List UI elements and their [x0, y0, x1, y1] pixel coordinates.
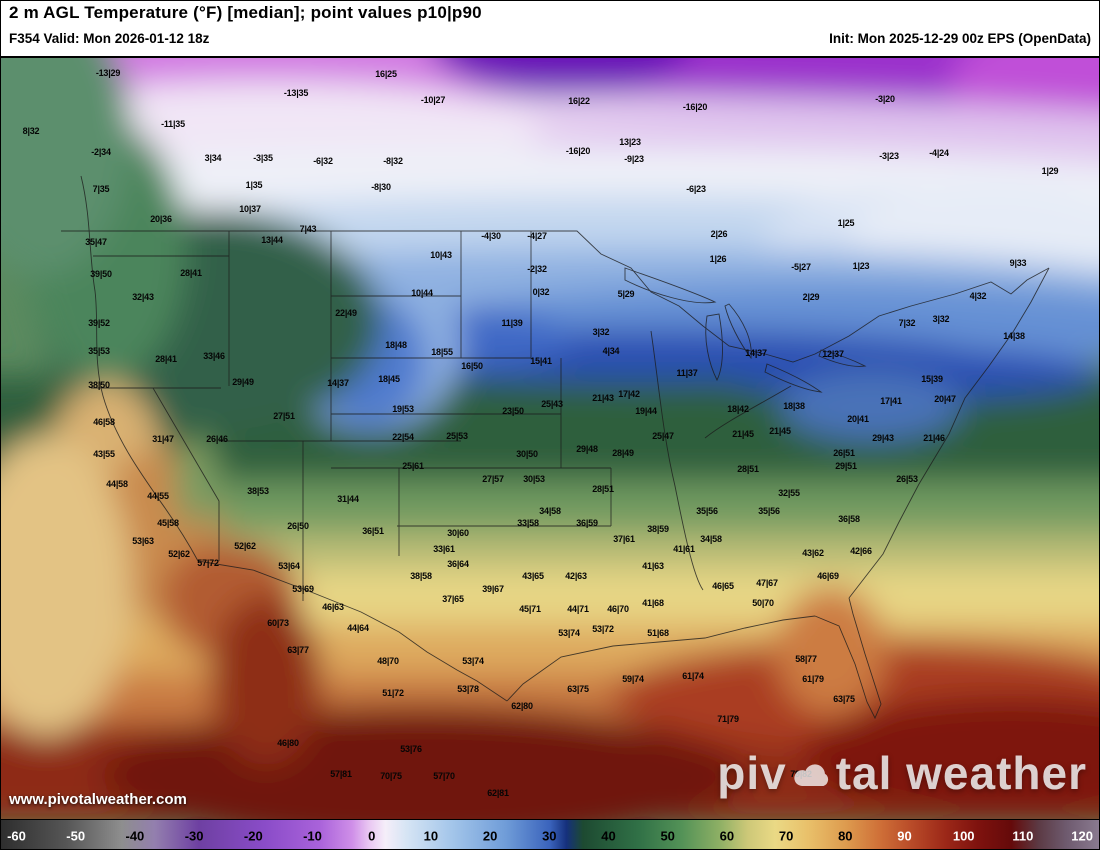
colorbar-tick: 90 [897, 828, 912, 844]
colorbar-tick: -60 [7, 828, 26, 844]
colorbar-tick: 120 [1071, 828, 1093, 844]
colorbar-tick: 100 [952, 828, 975, 844]
pivotalweather-logo: piv tal weather [717, 746, 1087, 800]
temperature-field [1, 56, 1099, 819]
colorbar-tick: 70 [778, 828, 794, 844]
colorbar-tick: 30 [542, 828, 557, 844]
init-time-label: Init: Mon 2025-12-29 00z EPS (OpenData) [829, 31, 1091, 46]
colorbar-tick: 60 [719, 828, 735, 844]
colorbar-tick: 20 [482, 828, 498, 844]
cloud-icon [794, 764, 828, 786]
watermark-url: www.pivotalweather.com [9, 791, 187, 808]
colorbar-tick: -20 [243, 828, 263, 844]
colorbar-tick: 10 [423, 828, 439, 844]
map-canvas[interactable] [1, 56, 1099, 819]
colorbar-tick: -40 [125, 828, 145, 844]
header-subrow: F354 Valid: Mon 2026-01-12 18z Init: Mon… [9, 31, 1091, 46]
colorbar-tick: 0 [368, 828, 376, 844]
temperature-shading [1, 56, 1099, 819]
colorbar-tick: -10 [303, 828, 322, 844]
brand-text-left: piv [717, 747, 787, 799]
brand-text-right: tal weather [835, 747, 1087, 799]
colorbar-tick: -30 [184, 828, 204, 844]
colorbar-tick: 80 [838, 828, 853, 844]
colorbar-tick: 40 [601, 828, 616, 844]
colorbar-tick: -50 [66, 828, 86, 844]
valid-time-label: F354 Valid: Mon 2026-01-12 18z [9, 31, 210, 46]
map-title: 2 m AGL Temperature (°F) [median]; point… [9, 3, 482, 22]
header: 2 m AGL Temperature (°F) [median]; point… [1, 1, 1099, 58]
colorbar-tick: 50 [660, 828, 675, 844]
geography-borders [61, 175, 1050, 720]
colorbar: -60 -50 -40 -30 -20 -10 0 10 20 30 40 50 60 70 80 90 100… [1, 819, 1099, 849]
colorbar-tick: 110 [1012, 828, 1034, 844]
